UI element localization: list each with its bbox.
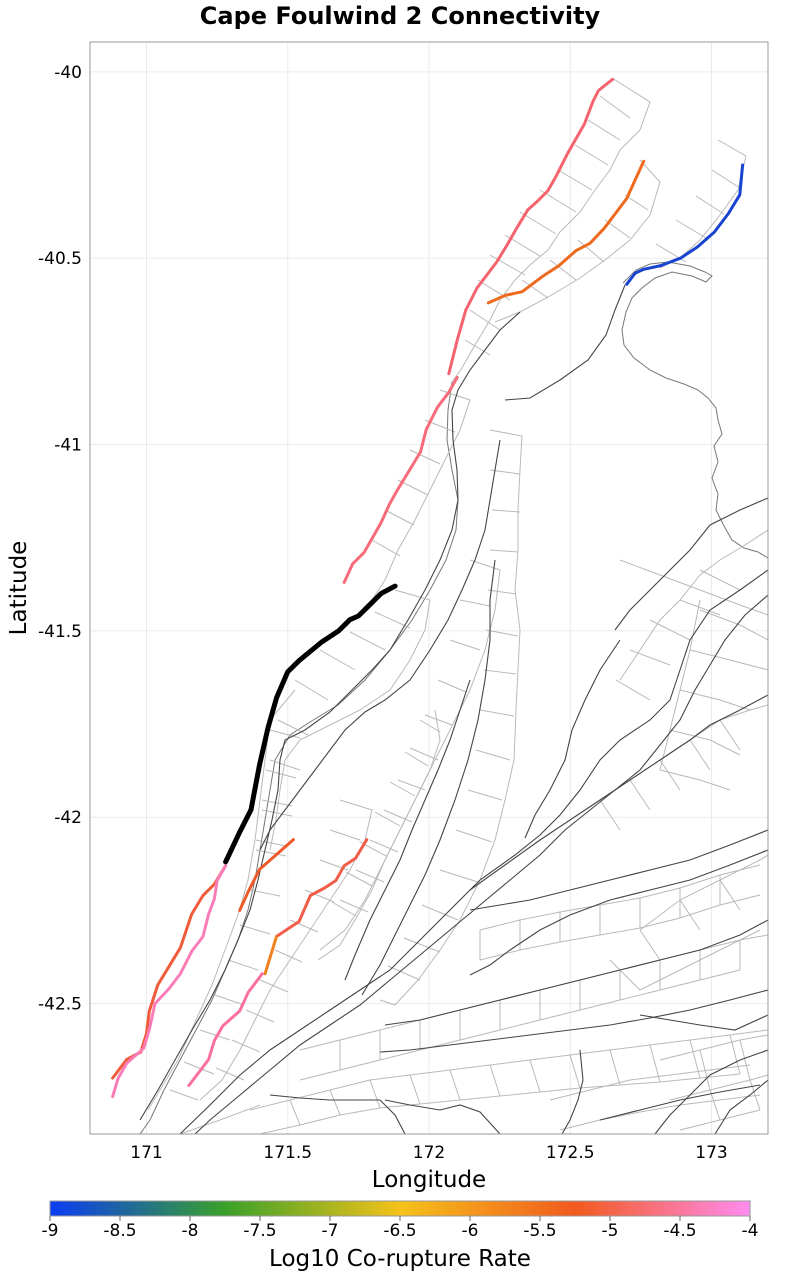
connected-fault-trace [238,838,295,912]
colorbar-tick-label: -6.5 [383,1221,416,1241]
selected-fault-trace [223,583,398,865]
y-tick-label: -40.5 [38,249,82,269]
y-tick-label: -41.5 [38,622,82,642]
connected-fault-trace [625,163,745,286]
connected-fault-trace [275,838,369,938]
coastline [139,261,768,1134]
x-axis-title: Longitude [372,1167,486,1193]
x-tick-label: 171 [130,1143,162,1163]
y-tick-label: -42 [54,808,82,828]
y-tick-label: -42.5 [38,995,82,1015]
x-tick-label: 171.5 [263,1143,312,1163]
colorbar-tick-label: -9 [42,1221,59,1241]
colorbar-tick-label: -4.5 [663,1221,696,1241]
connected-faults [111,77,745,1099]
colorbar-tick-label: -5 [602,1221,619,1241]
colorbar-title: Log10 Co-rupture Rate [269,1246,531,1272]
colorbar: -9 -8.5 -8 -7.5 -7 -6.5 -6 -5.5 -5 -4.5 -4 Log10 C… [42,1200,759,1272]
colorbar-tick-label: -7.5 [243,1221,276,1241]
connected-fault-trace [447,77,615,376]
connected-fault-trace [111,864,228,1099]
colorbar-tick-label: -4 [742,1221,759,1241]
x-axis-ticks: 171 171.5 172 172.5 173 [130,1143,727,1163]
other-faults [139,284,768,1134]
colorbar-gradient [49,1200,751,1217]
x-tick-label: 172.5 [546,1143,595,1163]
connected-fault-trace [342,375,459,584]
connected-fault-trace [263,935,278,976]
fault-subsections [147,77,768,1134]
colorbar-tick-label: -8 [182,1221,199,1241]
x-tick-label: 172 [413,1143,445,1163]
plot-frame [89,41,769,1135]
connected-fault-trace [187,972,264,1087]
colorbar-tick-label: -7 [322,1221,339,1241]
y-axis-title: Latitude [6,541,32,636]
x-tick-label: 173 [695,1143,727,1163]
colorbar-tick-label: -8.5 [103,1221,136,1241]
y-tick-label: -40 [54,63,82,83]
connected-fault-trace [486,159,646,305]
colorbar-ticks: -9 -8.5 -8 -7.5 -7 -6.5 -6 -5.5 -5 -4.5 -4 [42,1216,759,1241]
colorbar-tick-label: -6 [462,1221,479,1241]
map-title: Cape Foulwind 2 Connectivity [199,2,601,30]
grid-lines [90,42,768,1134]
colorbar-tick-label: -5.5 [523,1221,556,1241]
y-tick-label: -41 [54,436,82,456]
y-axis-ticks: -40 -40.5 -41 -41.5 -42 -42.5 [38,63,82,1015]
